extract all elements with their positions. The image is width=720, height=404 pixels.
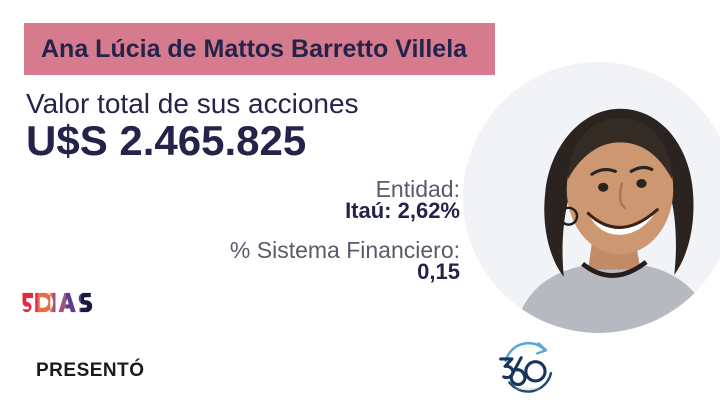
svg-text:ASESORIAS: ASESORIAS <box>515 387 540 391</box>
